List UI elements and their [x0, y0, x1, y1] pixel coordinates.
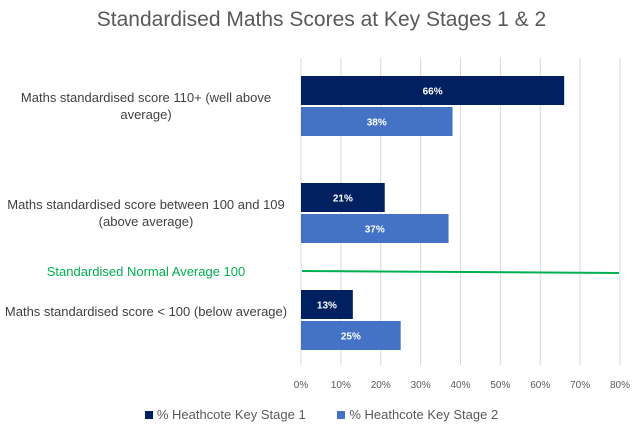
data-label: 25%	[341, 332, 361, 343]
data-label: 21%	[333, 194, 353, 205]
x-tick-label: 30%	[411, 380, 431, 391]
legend-label: % Heathcote Key Stage 2	[349, 407, 499, 422]
category-label: Maths standardised score between 100 and…	[7, 197, 285, 229]
bar	[301, 290, 353, 319]
category-label: Maths standardised score < 100 (below av…	[4, 304, 288, 319]
x-tick-label: 50%	[490, 380, 510, 391]
bar	[301, 321, 401, 350]
x-tick-label: 60%	[530, 380, 550, 391]
legend: % Heathcote Key Stage 1 % Heathcote Key …	[0, 407, 643, 422]
x-tick-label: 80%	[610, 380, 630, 391]
x-tick-label: 20%	[371, 380, 391, 391]
reference-line-label: Standardised Normal Average 100	[46, 264, 246, 279]
x-tick-label: 10%	[331, 380, 351, 391]
legend-swatch	[144, 411, 153, 419]
data-label: 37%	[365, 225, 385, 236]
bar	[301, 107, 453, 136]
category-label: Maths standardised score 110+ (well abov…	[20, 90, 272, 122]
bar	[301, 76, 565, 105]
data-label: 13%	[317, 301, 337, 312]
data-label: 38%	[367, 118, 387, 129]
x-tick-label: 0%	[294, 380, 309, 391]
legend-item-ks2: % Heathcote Key Stage 2	[337, 407, 498, 422]
reference-line	[301, 270, 620, 274]
legend-label: % Heathcote Key Stage 1	[156, 407, 306, 422]
x-tick-label: 40%	[450, 380, 470, 391]
chart-title: Standardised Maths Scores at Key Stages …	[96, 8, 547, 31]
legend-swatch	[337, 411, 346, 419]
x-tick-label: 70%	[570, 380, 590, 391]
legend-item-ks1: % Heathcote Key Stage 1	[144, 407, 306, 422]
bar	[301, 183, 385, 212]
bar	[301, 214, 449, 243]
data-label: 66%	[423, 87, 443, 98]
